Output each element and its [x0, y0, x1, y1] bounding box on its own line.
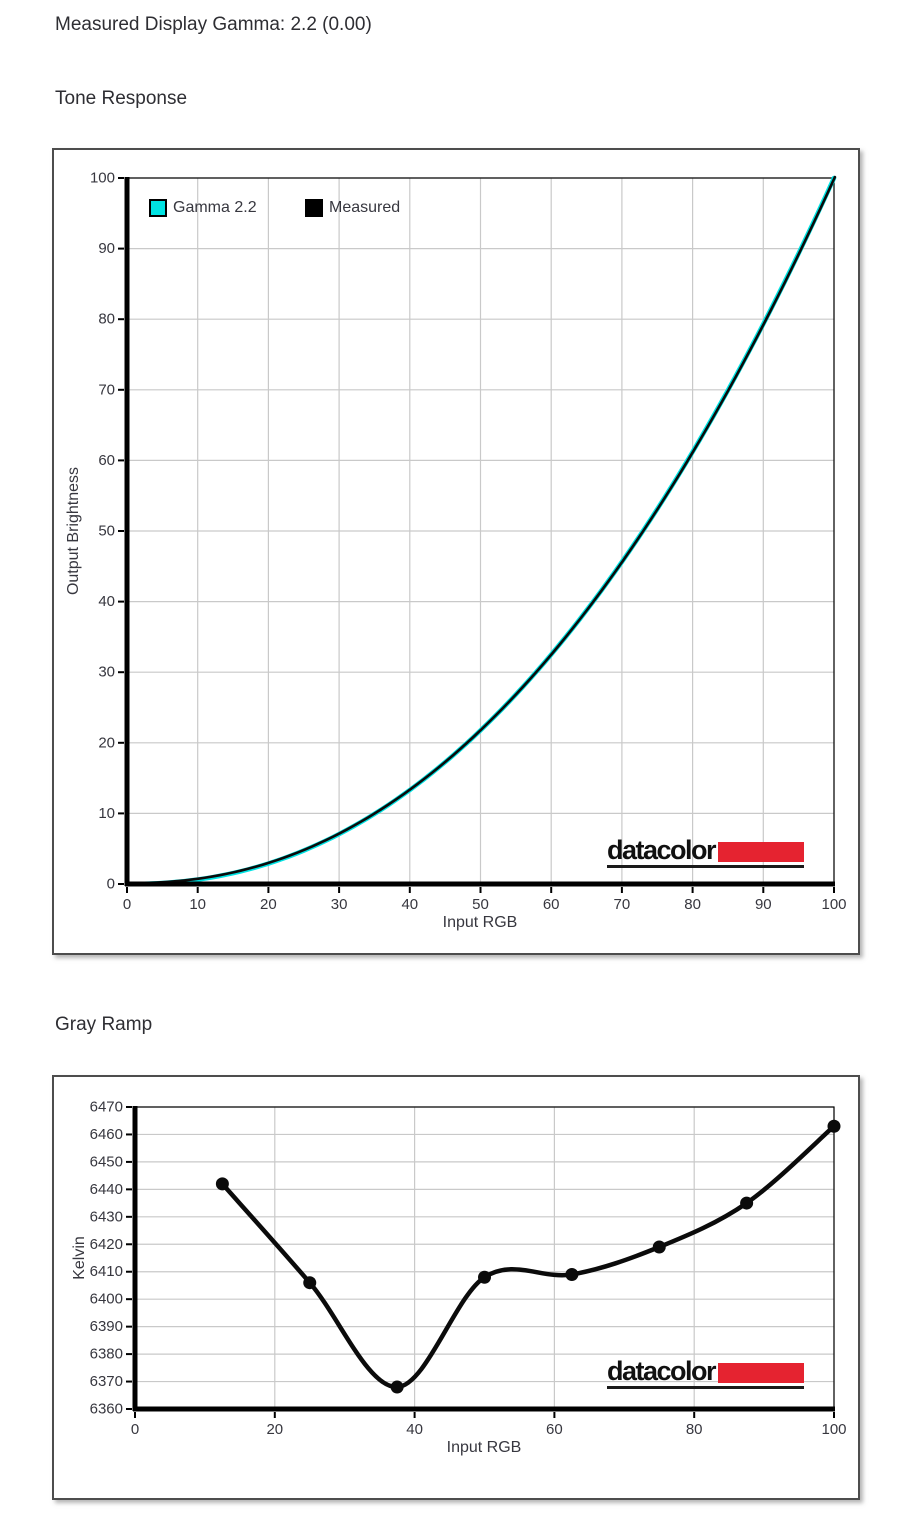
x-tick-label: 0	[131, 1421, 139, 1438]
y-tick-label: 100	[90, 170, 115, 187]
y-tick-label: 40	[98, 593, 115, 610]
y-tick-label: 6360	[90, 1401, 123, 1418]
data-point-marker	[303, 1276, 317, 1290]
x-axis-title-input-rgb: Input RGB	[442, 914, 518, 931]
datacolor-logo: datacolor	[607, 835, 805, 868]
y-tick-label: 0	[107, 876, 115, 893]
y-tick-label: 6380	[90, 1346, 123, 1363]
measured-legend-label: Measured	[329, 199, 401, 216]
x-tick-label: 60	[546, 1421, 563, 1438]
gray-ramp-plot: 6360 6370 6380 6390 6400 6410 6420 6430 6440 6450…	[90, 1099, 847, 1439]
x-tick-label: 70	[614, 896, 631, 913]
section-title-tone-response: Tone Response	[55, 88, 188, 109]
gamma-summary: Measured Display Gamma: 2.2 (0.00)	[55, 14, 372, 35]
y-axis-title-output-brightness: Output Brightness	[65, 466, 82, 596]
data-point-marker	[390, 1380, 404, 1394]
x-tick-label: 80	[684, 896, 701, 913]
x-tick-label: 40	[401, 896, 418, 913]
y-tick-label: 6390	[90, 1318, 123, 1335]
x-tick-label: 30	[331, 896, 348, 913]
legend-item-gamma: Gamma 2.2	[149, 199, 257, 217]
gamma-legend-swatch	[149, 199, 167, 217]
x-tick-label: 90	[755, 896, 772, 913]
measured-legend-swatch	[305, 199, 323, 217]
y-tick-label: 70	[98, 381, 115, 398]
data-point-marker	[827, 1119, 841, 1133]
y-tick-label: 80	[98, 311, 115, 328]
x-tick-label: 20	[260, 896, 277, 913]
legend-item-measured: Measured	[305, 199, 400, 217]
datacolor-logo-red-bar	[718, 841, 805, 862]
tone-response-chart: 0 10 20 30 40 50 60 70 80 90 100 0 10 20 30 40 50 60 70 80 9…	[52, 148, 860, 955]
y-tick-label: 6440	[90, 1181, 123, 1198]
x-tick-label: 100	[821, 1421, 846, 1438]
x-tick-label: 10	[189, 896, 206, 913]
y-tick-label: 6430	[90, 1208, 123, 1225]
y-tick-label: 6370	[90, 1373, 123, 1390]
data-point-marker	[215, 1177, 229, 1191]
data-point-marker	[565, 1267, 579, 1281]
y-axis-title-kelvin: Kelvin	[71, 1236, 88, 1280]
y-tick-label: 90	[98, 240, 115, 257]
y-tick-label: 6460	[90, 1126, 123, 1143]
x-tick-label: 20	[266, 1421, 283, 1438]
datacolor-logo: datacolor	[607, 1356, 805, 1389]
y-tick-label: 30	[98, 664, 115, 681]
data-point-marker	[740, 1196, 754, 1210]
tone-response-plot: 0 10 20 30 40 50 60 70 80 90 100 0 10 20 30 40 50 60 70 80 9…	[90, 170, 847, 914]
data-point-marker	[478, 1270, 491, 1284]
data-point-marker	[652, 1240, 666, 1254]
y-tick-label: 60	[98, 452, 115, 469]
x-tick-label: 0	[123, 896, 131, 913]
y-tick-label: 6450	[90, 1153, 123, 1170]
x-tick-label: 80	[686, 1421, 703, 1438]
kelvin-curve	[220, 1123, 837, 1390]
gray-ramp-chart: 6360 6370 6380 6390 6400 6410 6420 6430 6440 6450…	[52, 1075, 860, 1500]
x-tick-label: 40	[406, 1421, 423, 1438]
section-title-gray-ramp: Gray Ramp	[55, 1014, 153, 1035]
y-tick-label: 10	[98, 805, 115, 822]
datacolor-logo-text: datacolor	[607, 1356, 717, 1386]
y-tick-label: 6400	[90, 1291, 123, 1308]
gamma-legend-label: Gamma 2.2	[173, 199, 257, 216]
datacolor-logo-red-bar	[718, 1362, 805, 1383]
x-tick-label: 50	[472, 896, 489, 913]
x-tick-label: 100	[821, 896, 846, 913]
measured-curve	[126, 175, 837, 885]
y-tick-label: 50	[98, 523, 115, 540]
y-tick-label: 6410	[90, 1263, 123, 1280]
x-tick-label: 60	[543, 896, 560, 913]
y-tick-label: 20	[98, 734, 115, 751]
y-tick-label: 6470	[90, 1099, 123, 1116]
datacolor-logo-text: datacolor	[607, 835, 717, 865]
y-tick-label: 6420	[90, 1236, 123, 1253]
x-axis-title-input-rgb: Input RGB	[446, 1439, 522, 1456]
